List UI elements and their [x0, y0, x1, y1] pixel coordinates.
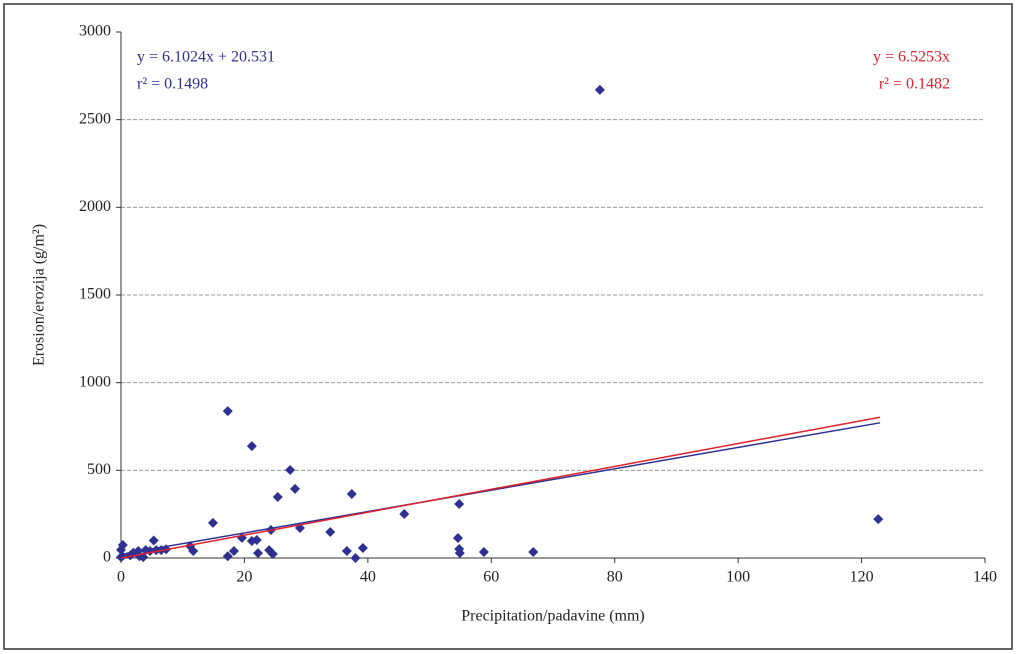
- y-tick-label: 2500: [79, 110, 111, 127]
- y-tick-label: 0: [103, 549, 111, 566]
- x-tick-label: 80: [607, 569, 623, 586]
- scatter-point: [454, 548, 465, 559]
- scatter-point: [452, 533, 463, 544]
- scatter-point: [350, 553, 361, 563]
- scatter-point: [594, 84, 605, 95]
- x-axis-label: Precipitation/padavine (mm): [461, 608, 645, 625]
- y-tick-label: 1500: [79, 286, 111, 303]
- scatter-point: [285, 464, 296, 475]
- scatter-point: [325, 527, 336, 538]
- scatter-point: [148, 535, 159, 546]
- scatter-point: [873, 514, 884, 525]
- y-tick-label: 3000: [79, 23, 111, 40]
- scatter-point: [222, 551, 233, 562]
- scatter-point: [357, 543, 368, 554]
- annotation: y = 6.5253x: [873, 49, 950, 66]
- x-tick-label: 20: [236, 569, 252, 586]
- scatter-point: [454, 498, 465, 509]
- frame: [3, 3, 1013, 650]
- scatter-point: [290, 483, 301, 494]
- y-tick-label: 1000: [79, 373, 111, 390]
- scatter-point: [116, 544, 126, 555]
- x-tick-label: 0: [117, 569, 125, 586]
- x-tick-label: 40: [360, 569, 376, 586]
- scatter-point: [346, 489, 357, 500]
- scatter-point: [341, 545, 352, 556]
- scatter-point: [188, 545, 199, 556]
- trend-line: [120, 422, 881, 556]
- x-tick-label: 100: [726, 569, 750, 586]
- scatter-point: [207, 517, 218, 528]
- y-axis-label: Erosion/erozija (g/m²): [31, 224, 48, 366]
- x-tick-label: 120: [850, 569, 874, 586]
- scatter-point: [251, 534, 262, 545]
- annotation: y = 6.1024x + 20.531: [137, 49, 275, 66]
- y-tick-label: 500: [87, 461, 111, 478]
- x-tick-label: 60: [483, 569, 499, 586]
- scatter-point: [528, 547, 539, 558]
- y-tick-label: 2000: [79, 198, 111, 215]
- scatter-point: [228, 545, 239, 556]
- annotation: r² = 0.1498: [137, 76, 208, 93]
- annotation: r² = 0.1482: [879, 76, 950, 93]
- scatter-point: [253, 548, 264, 559]
- scatter-point: [272, 491, 283, 502]
- scatter-point: [267, 548, 278, 559]
- x-tick-label: 140: [973, 569, 997, 586]
- scatter-point: [222, 406, 233, 417]
- scatter-point: [399, 508, 410, 519]
- trend-line: [120, 416, 881, 559]
- scatter-point: [478, 547, 489, 558]
- scatter-point: [246, 441, 257, 452]
